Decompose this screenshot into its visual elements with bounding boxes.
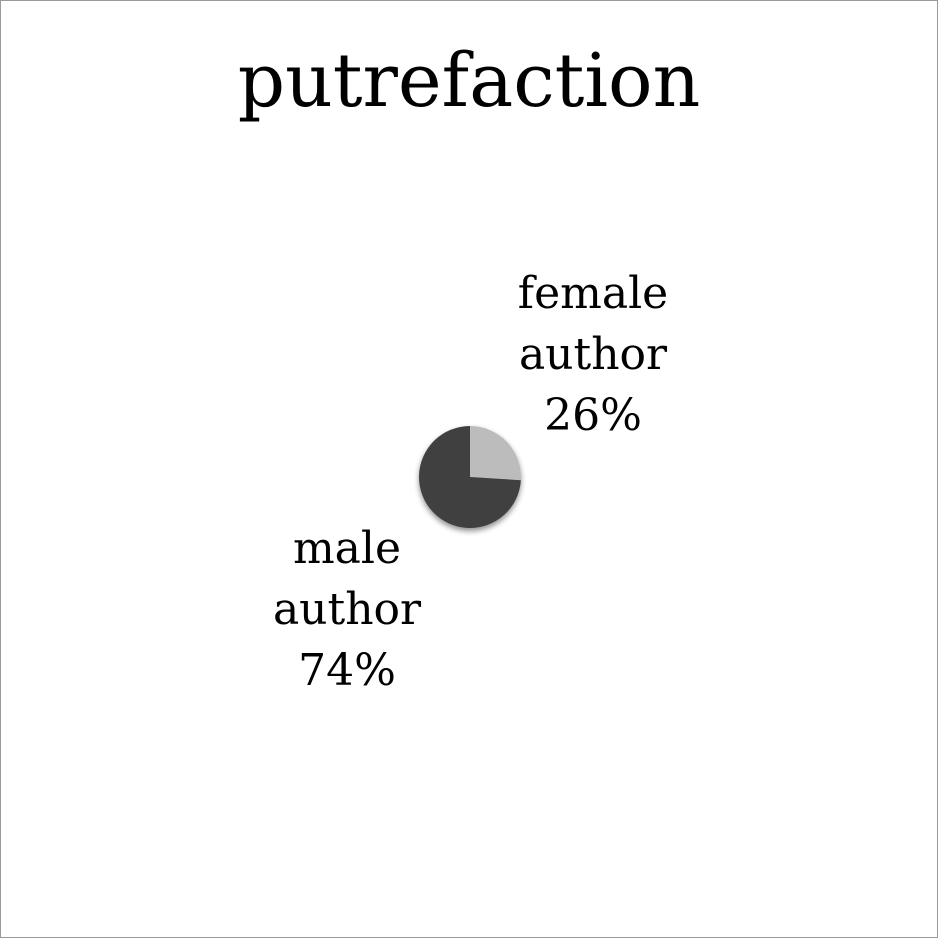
pie-slices bbox=[419, 426, 521, 528]
chart-title: putrefaction bbox=[237, 38, 701, 124]
slice-percent: 26% bbox=[544, 390, 642, 441]
slice-category-line1: male bbox=[292, 523, 402, 574]
slice-label-female: female author 26% bbox=[483, 263, 703, 446]
slice-category-line1: female bbox=[517, 268, 669, 319]
slice-percent: 74% bbox=[298, 645, 396, 696]
slice-category-line2: author bbox=[518, 329, 668, 380]
pie-slice-female bbox=[470, 426, 521, 481]
slice-label-male: male author 74% bbox=[237, 518, 457, 701]
pie-slice-male bbox=[419, 426, 521, 528]
slice-category-line2: author bbox=[272, 584, 422, 635]
